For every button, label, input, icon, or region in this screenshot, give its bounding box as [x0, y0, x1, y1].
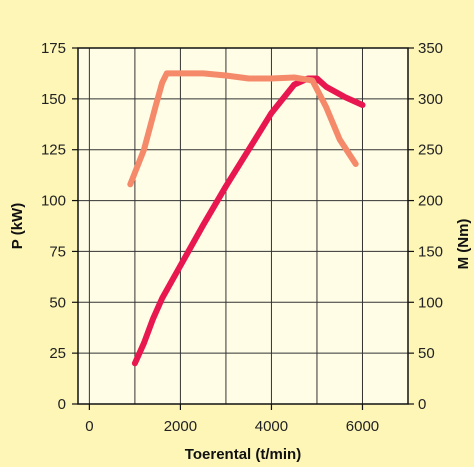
right-tick-label: 250 [418, 142, 443, 159]
left-tick-label: 100 [41, 193, 66, 210]
right-axis-label: M (Nm) [455, 219, 472, 270]
right-tick-label: 300 [418, 91, 443, 108]
right-tick-label: 50 [418, 345, 435, 362]
right-tick-label: 350 [418, 40, 443, 57]
left-tick-label: 75 [49, 243, 66, 260]
left-tick-label: 50 [49, 294, 66, 311]
left-tick-label: 0 [58, 396, 66, 413]
left-tick-label: 175 [41, 40, 66, 57]
right-tick-label: 0 [418, 396, 426, 413]
x-tick-label: 6000 [346, 418, 379, 435]
plot-area [78, 48, 408, 404]
right-tick-label: 150 [418, 243, 443, 260]
left-axis-label: P (kW) [9, 203, 26, 249]
power-line [131, 75, 366, 367]
left-tick-label: 150 [41, 91, 66, 108]
x-tick-label: 0 [85, 418, 93, 435]
x-tick-label: 4000 [255, 418, 288, 435]
right-tick-label: 200 [418, 193, 443, 210]
left-tick-label: 25 [49, 345, 66, 362]
torque-line [127, 70, 359, 188]
plot-frame [77, 47, 409, 405]
right-tick-label: 100 [418, 294, 443, 311]
tick-labels: 0 25 50 75 100 125 150 175 0 50 100 150 200 250 300 350… [41, 40, 443, 435]
x-tick-label: 2000 [164, 418, 197, 435]
series-layer [127, 70, 366, 367]
x-axis-label: Toerental (t/min) [185, 446, 301, 463]
left-tick-label: 125 [41, 142, 66, 159]
